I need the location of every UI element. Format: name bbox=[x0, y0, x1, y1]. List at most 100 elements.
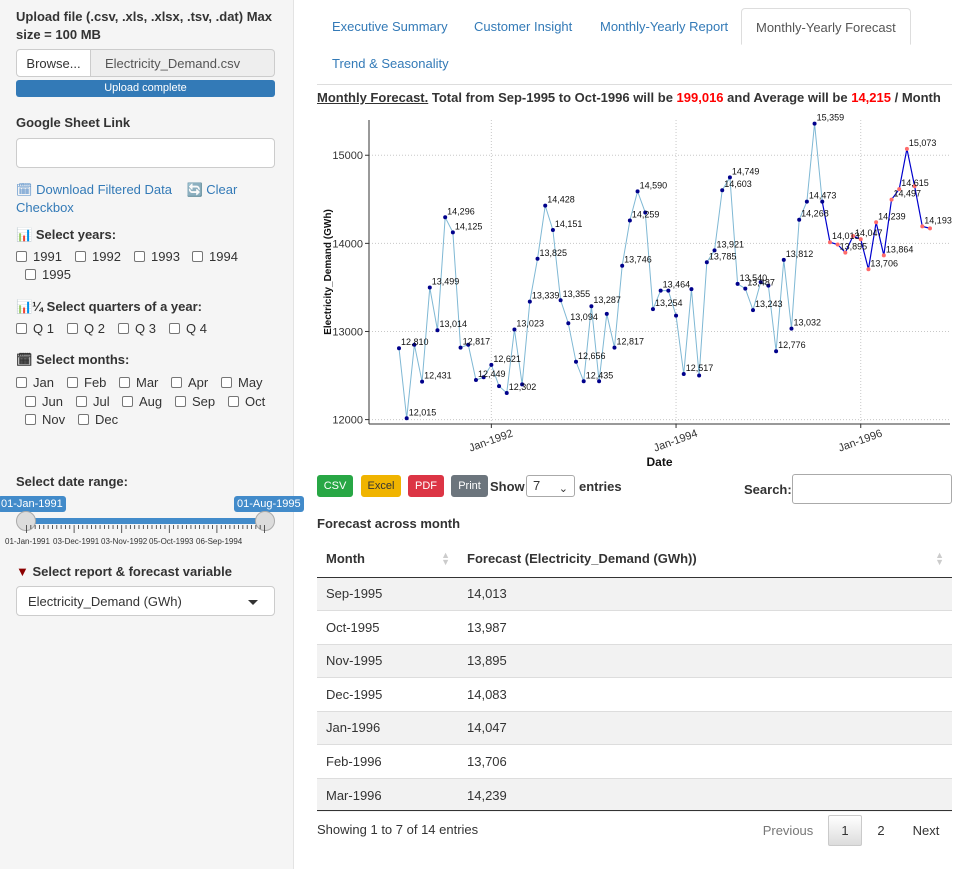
month-checkbox[interactable]: Nov bbox=[25, 412, 65, 427]
table-caption: Forecast across month bbox=[317, 516, 461, 531]
actual-point bbox=[612, 345, 617, 350]
data-label: 14,603 bbox=[724, 179, 752, 189]
month-checkbox[interactable]: Jun bbox=[25, 394, 63, 409]
actual-point bbox=[720, 188, 725, 193]
data-label: 13,287 bbox=[593, 295, 621, 305]
quarter-checkbox[interactable]: Q 2 bbox=[67, 321, 105, 336]
actual-point bbox=[435, 328, 440, 333]
forecast-heading: Monthly Forecast. bbox=[317, 90, 429, 105]
search-input[interactable] bbox=[792, 474, 952, 504]
actual-point bbox=[643, 210, 648, 215]
tab-trend-seasonality[interactable]: Trend & Seasonality bbox=[332, 56, 449, 71]
year-checkbox[interactable]: 1994 bbox=[192, 249, 238, 264]
tab-customer-insight[interactable]: Customer Insight bbox=[474, 19, 573, 34]
actual-point bbox=[743, 286, 748, 291]
month-checkbox[interactable]: Dec bbox=[78, 412, 118, 427]
quarter-checkbox[interactable]: Q 3 bbox=[118, 321, 156, 336]
actual-point bbox=[458, 345, 463, 350]
data-label: 14,473 bbox=[809, 191, 837, 201]
tab-monthly-yearly-forecast[interactable]: Monthly-Yearly Forecast bbox=[741, 8, 911, 45]
tab-monthly-yearly-report[interactable]: Monthly-Yearly Report bbox=[600, 19, 729, 34]
month-checkbox[interactable]: Apr bbox=[171, 375, 208, 390]
page-2-button[interactable]: 2 bbox=[877, 823, 885, 838]
column-header-forecast[interactable]: Forecast (Electricity_Demand (GWh)) ▲ ▼ bbox=[458, 540, 952, 578]
actual-point bbox=[550, 228, 555, 233]
data-label: 13,746 bbox=[624, 255, 652, 265]
actual-point bbox=[674, 313, 679, 318]
pdf-button[interactable]: PDF bbox=[408, 475, 444, 497]
data-label: 13,094 bbox=[570, 312, 598, 322]
sheet-link-input[interactable] bbox=[16, 138, 275, 168]
month-checkbox[interactable]: Jul bbox=[76, 394, 110, 409]
month-cell: Mar-1996 bbox=[317, 777, 458, 812]
month-checkbox[interactable]: Sep bbox=[175, 394, 215, 409]
actual-point bbox=[581, 379, 586, 384]
excel-button[interactable]: Excel bbox=[361, 475, 401, 497]
data-label: 14,268 bbox=[801, 209, 829, 219]
month-cell: Dec-1995 bbox=[317, 677, 458, 711]
x-axis-label: Date bbox=[646, 455, 672, 469]
csv-button[interactable]: CSV bbox=[317, 475, 353, 497]
month-checkbox[interactable]: Feb bbox=[67, 375, 106, 390]
months-group: Jan Feb Mar Apr May Jun Jul Aug Sep Oct … bbox=[16, 375, 291, 435]
actual-point bbox=[658, 288, 663, 293]
calendar-icon: 🗓 bbox=[16, 352, 33, 367]
data-label: 14,239 bbox=[878, 211, 906, 221]
forecast-point bbox=[904, 146, 909, 151]
clear-checkbox-link[interactable]: Clear Checkbox bbox=[16, 182, 238, 215]
caret-down-icon bbox=[248, 600, 258, 605]
year-checkbox[interactable]: 1993 bbox=[134, 249, 180, 264]
date-tick-label: 03-Nov-1992 bbox=[101, 537, 148, 546]
month-checkbox[interactable]: Jan bbox=[16, 375, 54, 390]
actual-point bbox=[751, 308, 755, 313]
data-label: 13,464 bbox=[663, 280, 691, 290]
actual-point bbox=[797, 217, 802, 222]
actual-point bbox=[589, 304, 594, 309]
forecast-cell: 13,895 bbox=[458, 643, 952, 678]
data-label: 14,151 bbox=[555, 219, 583, 229]
actual-point bbox=[504, 390, 509, 395]
y-axis-label: Electricity_Demand (GWh) bbox=[323, 209, 334, 335]
previous-page-button[interactable]: Previous bbox=[762, 823, 814, 838]
data-label: 12,431 bbox=[424, 371, 452, 381]
variable-heading: ▼ Select report & forecast variable bbox=[16, 564, 232, 579]
tab-executive-summary[interactable]: Executive Summary bbox=[332, 19, 448, 34]
download-links: 🗓 Download Filtered Data 🔄 Clear Checkbo… bbox=[16, 181, 281, 217]
actual-point bbox=[543, 203, 548, 208]
quarters-label: Select quarters of a year: bbox=[46, 299, 203, 314]
column-header-month[interactable]: Month ▲ ▼ bbox=[317, 540, 458, 578]
data-label: 14,125 bbox=[455, 221, 483, 231]
actual-point bbox=[804, 199, 809, 204]
month-checkbox[interactable]: Mar bbox=[119, 375, 158, 390]
actual-point bbox=[766, 283, 771, 288]
quarter-checkbox[interactable]: Q 4 bbox=[169, 321, 207, 336]
actual-point bbox=[627, 218, 632, 223]
data-label: 14,428 bbox=[547, 195, 575, 205]
date-range-track[interactable] bbox=[26, 518, 265, 524]
data-label: 12,435 bbox=[586, 370, 614, 380]
variable-select[interactable]: Electricity_Demand (GWh) bbox=[16, 586, 275, 616]
month-checkbox[interactable]: May bbox=[221, 375, 263, 390]
y-tick-label: 15000 bbox=[332, 150, 363, 162]
actual-point bbox=[450, 230, 455, 235]
month-checkbox[interactable]: Oct bbox=[228, 394, 265, 409]
quarter-checkbox[interactable]: Q 1 bbox=[16, 321, 54, 336]
actual-point bbox=[466, 342, 471, 347]
bar-chart-icon: 📊 bbox=[16, 227, 33, 242]
print-button[interactable]: Print bbox=[451, 475, 488, 497]
download-filtered-link[interactable]: Download Filtered Data bbox=[36, 182, 172, 197]
date-range-ticks bbox=[26, 525, 265, 533]
month-cell: Jan-1996 bbox=[317, 710, 458, 745]
actual-point bbox=[473, 378, 478, 383]
year-checkbox[interactable]: 1991 bbox=[16, 249, 62, 264]
next-page-button[interactable]: Next bbox=[912, 823, 940, 838]
entries-select[interactable]: 7 ⌄ bbox=[526, 475, 575, 497]
data-label: 12,517 bbox=[686, 363, 714, 373]
years-heading: 📊 Select years: bbox=[16, 227, 116, 243]
month-checkbox[interactable]: Aug bbox=[122, 394, 162, 409]
year-checkbox[interactable]: 1992 bbox=[75, 249, 121, 264]
page-1-button[interactable]: 1 bbox=[828, 815, 862, 846]
actual-point bbox=[712, 248, 717, 253]
year-checkbox[interactable]: 1995 bbox=[25, 267, 71, 282]
browse-button[interactable]: Browse... bbox=[16, 49, 91, 77]
